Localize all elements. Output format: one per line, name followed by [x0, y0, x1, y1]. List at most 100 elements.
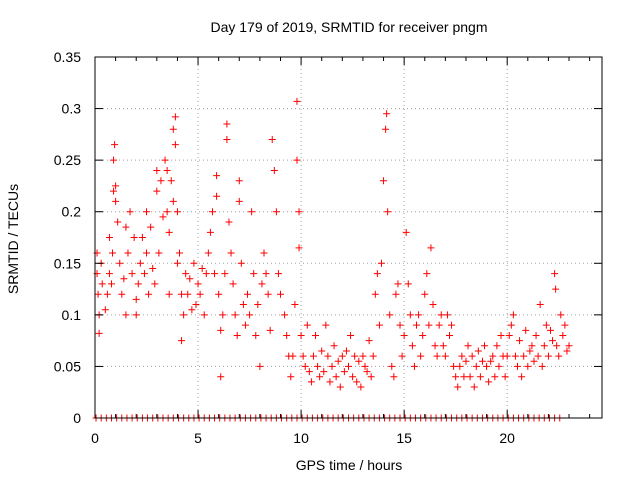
- data-point: [305, 368, 313, 376]
- data-point: [165, 290, 173, 298]
- data-point: [256, 362, 264, 370]
- data-point: [448, 321, 456, 329]
- data-point: [454, 383, 462, 391]
- data-point: [390, 373, 398, 381]
- y-axis-label: SRMTID / TECUs: [5, 184, 21, 294]
- data-point: [186, 275, 194, 283]
- data-point: [165, 228, 173, 236]
- data-point: [116, 259, 124, 267]
- data-point: [128, 270, 136, 278]
- data-point: [497, 331, 505, 339]
- data-point: [293, 97, 301, 105]
- y-tick-label: 0.1: [62, 307, 82, 323]
- data-point: [264, 290, 272, 298]
- data-point: [297, 331, 305, 339]
- data-point: [410, 362, 418, 370]
- data-point: [171, 113, 179, 121]
- data-point: [417, 352, 425, 360]
- data-point: [293, 156, 301, 164]
- data-point: [153, 187, 161, 195]
- data-point: [159, 213, 167, 221]
- data-point: [530, 357, 538, 365]
- data-point: [307, 378, 315, 386]
- data-point: [268, 136, 276, 144]
- data-point: [182, 270, 190, 278]
- data-point: [460, 373, 468, 381]
- data-point: [342, 347, 350, 355]
- data-point: [178, 337, 186, 345]
- data-point: [347, 331, 355, 339]
- data-point: [276, 290, 284, 298]
- data-point: [211, 270, 219, 278]
- data-point: [252, 331, 260, 339]
- data-point: [244, 290, 252, 298]
- data-point: [495, 362, 503, 370]
- data-point: [415, 311, 423, 319]
- data-point: [563, 347, 571, 355]
- data-point: [281, 311, 289, 319]
- data-point: [520, 352, 528, 360]
- data-point: [431, 342, 439, 350]
- data-point: [505, 331, 513, 339]
- data-point: [328, 362, 336, 370]
- data-point: [161, 156, 169, 164]
- data-point: [396, 321, 404, 329]
- data-point: [326, 378, 334, 386]
- data-point: [483, 362, 491, 370]
- data-point: [105, 270, 113, 278]
- data-point: [394, 280, 402, 288]
- data-point: [272, 208, 280, 216]
- data-point: [429, 301, 437, 309]
- data-point: [223, 136, 231, 144]
- data-point: [274, 270, 282, 278]
- data-point: [514, 362, 521, 370]
- plot-frame: [94, 56, 603, 419]
- data-point: [134, 280, 142, 288]
- data-point: [380, 177, 388, 185]
- data-point: [392, 290, 400, 298]
- x-tick-label: 5: [194, 430, 202, 446]
- x-tick-label: 15: [396, 430, 412, 446]
- data-point: [382, 125, 390, 133]
- data-point: [427, 244, 435, 252]
- data-point: [231, 311, 239, 319]
- y-tick-label: 0.05: [54, 358, 81, 374]
- data-point: [143, 208, 151, 216]
- data-point: [112, 197, 120, 205]
- data-point: [351, 352, 359, 360]
- data-point: [140, 270, 148, 278]
- y-tick-label: 0.2: [62, 204, 82, 220]
- data-point: [540, 342, 548, 350]
- data-point: [363, 368, 371, 376]
- data-point: [528, 342, 536, 350]
- data-point: [208, 208, 216, 216]
- data-point: [114, 218, 122, 226]
- data-point: [169, 197, 177, 205]
- data-point: [171, 141, 179, 149]
- data-point: [450, 362, 458, 370]
- data-point: [464, 342, 472, 350]
- data-point: [295, 208, 303, 216]
- data-point: [472, 362, 480, 370]
- data-point: [213, 172, 221, 180]
- data-point: [235, 197, 243, 205]
- data-point: [474, 347, 482, 355]
- data-point: [404, 280, 412, 288]
- data-point: [435, 321, 443, 329]
- data-point: [445, 331, 453, 339]
- data-point: [194, 280, 202, 288]
- data-point: [524, 362, 532, 370]
- data-point: [145, 290, 153, 298]
- data-point: [503, 352, 511, 360]
- y-tick-label: 0.35: [54, 49, 81, 65]
- data-point: [369, 352, 377, 360]
- data-point: [153, 166, 161, 174]
- data-point: [163, 166, 171, 174]
- data-point: [441, 352, 449, 360]
- data-point: [349, 373, 357, 381]
- data-point: [373, 270, 381, 278]
- data-point: [217, 373, 225, 381]
- y-tick-label: 0.25: [54, 152, 81, 168]
- data-point: [219, 311, 227, 319]
